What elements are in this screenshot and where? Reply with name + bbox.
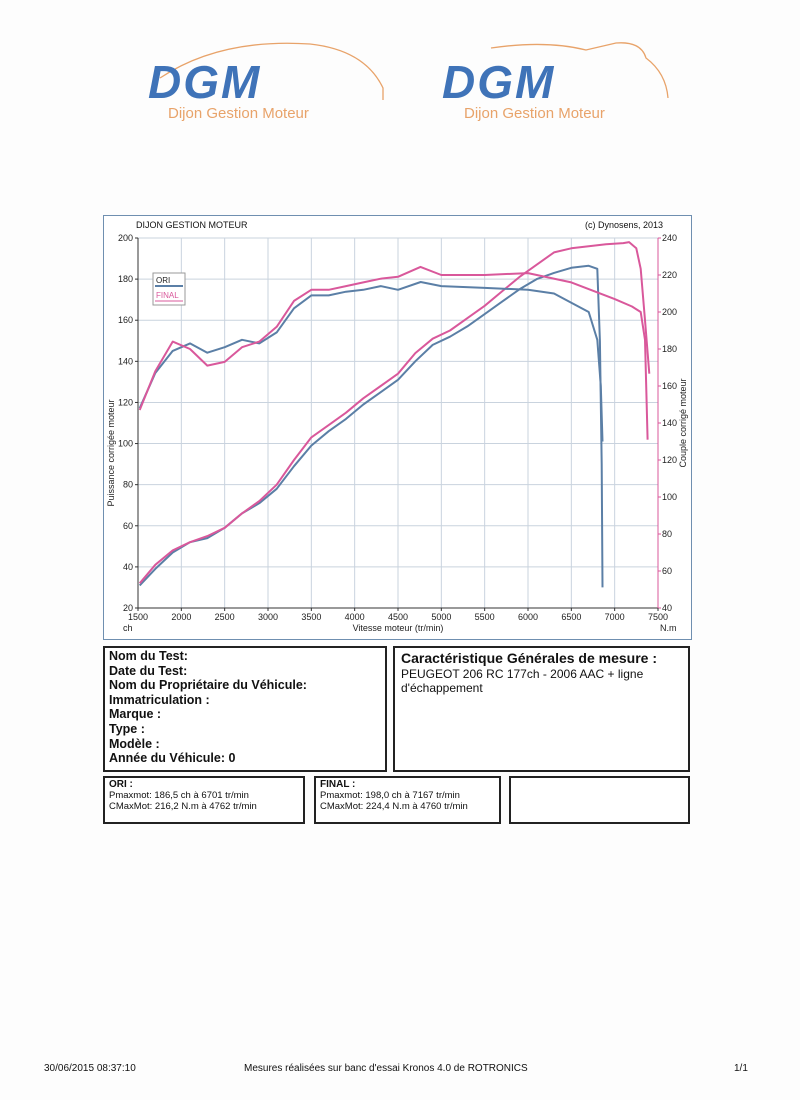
x-tick-label: 5000 <box>431 612 451 622</box>
y-right-tick-label: 220 <box>662 270 677 280</box>
test-info-box: Nom du Test: Date du Test: Nom du Propriét… <box>103 646 387 772</box>
y-right-tick-label: 160 <box>662 381 677 391</box>
ori-cmax: CMaxMot: 216,2 N.m à 4762 tr/min <box>109 801 257 812</box>
y-left-tick-label: 160 <box>118 315 133 325</box>
logo-mark: DGM <box>442 56 555 108</box>
footer-note: Mesures réalisées sur banc d'essai Krono… <box>244 1063 528 1074</box>
dyno-chart-frame: DIJON GESTION MOTEUR (c) Dynosens, 2013 … <box>103 215 692 640</box>
y-right-tick-label: 180 <box>662 344 677 354</box>
test-info-line: Nom du Propriétaire du Véhicule: <box>109 678 307 693</box>
test-info-line: Type : <box>109 721 145 736</box>
final-pmax: Pmaxmot: 198,0 ch à 7167 tr/min <box>320 790 460 801</box>
x-tick-label: 6500 <box>561 612 581 622</box>
test-info-list: Nom du Test: Date du Test: Nom du Propriét… <box>105 648 385 766</box>
series-line-ori-couple <box>138 281 604 442</box>
x-tick-label: 7000 <box>605 612 625 622</box>
legend-label-ori: ORI <box>156 276 170 285</box>
measure-characteristics-text: PEUGEOT 206 RC 177ch - 2006 AAC + ligne … <box>401 667 644 695</box>
final-results-title: FINAL : <box>320 779 356 790</box>
test-info-line: Modèle : <box>109 736 160 751</box>
x-tick-label: 5500 <box>475 612 495 622</box>
y-right-tick-label: 240 <box>662 233 677 243</box>
y-left-tick-label: 180 <box>118 274 133 284</box>
test-info-line: Nom du Test: <box>109 649 188 663</box>
test-info-line: Immatriculation : <box>109 692 210 707</box>
x-tick-label: 6000 <box>518 612 538 622</box>
x-tick-label: 3500 <box>301 612 321 622</box>
x-tick-label: 2000 <box>171 612 191 622</box>
x-tick-label: 4500 <box>388 612 408 622</box>
test-info-line: Date du Test: <box>109 663 188 678</box>
x-axis-label: Vitesse moteur (tr/min) <box>353 623 444 633</box>
x-unit-left: ch <box>123 623 133 633</box>
y-left-tick-label: 140 <box>118 356 133 366</box>
dgm-logo-left: DGM Dijon Gestion Moteur <box>140 38 390 128</box>
test-info-line: Année du Véhicule: 0 <box>109 751 236 766</box>
logo-tagline: Dijon Gestion Moteur <box>464 105 605 122</box>
ori-results-box: ORI : Pmaxmot: 186,5 ch à 6701 tr/min CM… <box>103 776 305 824</box>
y-left-axis-label: Puissance corrigée moteur <box>106 399 116 506</box>
series-line-final-puissance <box>138 241 651 584</box>
y-right-tick-label: 100 <box>662 492 677 502</box>
y-left-tick-label: 200 <box>118 233 133 243</box>
y-right-tick-label: 40 <box>662 603 672 613</box>
y-right-tick-label: 200 <box>662 307 677 317</box>
y-left-tick-label: 20 <box>123 603 133 613</box>
y-left-tick-label: 60 <box>123 521 133 531</box>
x-tick-label: 3000 <box>258 612 278 622</box>
x-tick-label: 1500 <box>128 612 148 622</box>
dyno-chart: 20 40 60 80 100 120 140 160 180 200 40 60 80 100 120 14… <box>106 233 688 633</box>
x-unit-right: N.m <box>660 623 677 633</box>
y-left-tick-label: 80 <box>123 480 133 490</box>
test-info-line: Marque : <box>109 707 162 722</box>
legend-box <box>152 272 186 306</box>
logo-tagline: Dijon Gestion Moteur <box>168 105 309 122</box>
y-right-tick-label: 140 <box>662 418 677 428</box>
final-cmax: CMaxMot: 224,4 N.m à 4760 tr/min <box>320 801 468 812</box>
logo-mark: DGM <box>148 56 261 108</box>
ori-results-title: ORI : <box>109 779 133 790</box>
series-line-ori-puissance <box>138 264 604 588</box>
series-line-final-couple <box>138 265 649 440</box>
final-results-box: FINAL : Pmaxmot: 198,0 ch à 7167 tr/min … <box>314 776 501 824</box>
y-left-tick-label: 40 <box>123 562 133 572</box>
ori-pmax: Pmaxmot: 186,5 ch à 6701 tr/min <box>109 790 249 801</box>
y-right-tick-label: 80 <box>662 529 672 539</box>
chart-header-company: DIJON GESTION MOTEUR <box>136 220 248 230</box>
measure-characteristics-title: Caractéristique Générales de mesure : <box>401 650 658 666</box>
x-tick-label: 7500 <box>648 612 668 622</box>
empty-results-box <box>509 776 690 824</box>
x-tick-label: 2500 <box>215 612 235 622</box>
legend-label-final: FINAL <box>156 291 179 300</box>
y-right-axis-label: Couple corrigé moteur <box>678 378 688 467</box>
y-right-tick-label: 120 <box>662 455 677 465</box>
measure-characteristics-box: Caractéristique Générales de mesure : PE… <box>393 646 690 772</box>
y-right-tick-label: 60 <box>662 566 672 576</box>
footer-datetime: 30/06/2015 08:37:10 <box>44 1063 136 1074</box>
y-left-tick-label: 100 <box>118 439 133 449</box>
footer-page-number: 1/1 <box>734 1063 748 1074</box>
dgm-logo-right: DGM Dijon Gestion Moteur <box>436 38 686 128</box>
chart-header-copyright: (c) Dynosens, 2013 <box>584 220 663 230</box>
x-tick-label: 4000 <box>345 612 365 622</box>
y-left-tick-label: 120 <box>118 397 133 407</box>
